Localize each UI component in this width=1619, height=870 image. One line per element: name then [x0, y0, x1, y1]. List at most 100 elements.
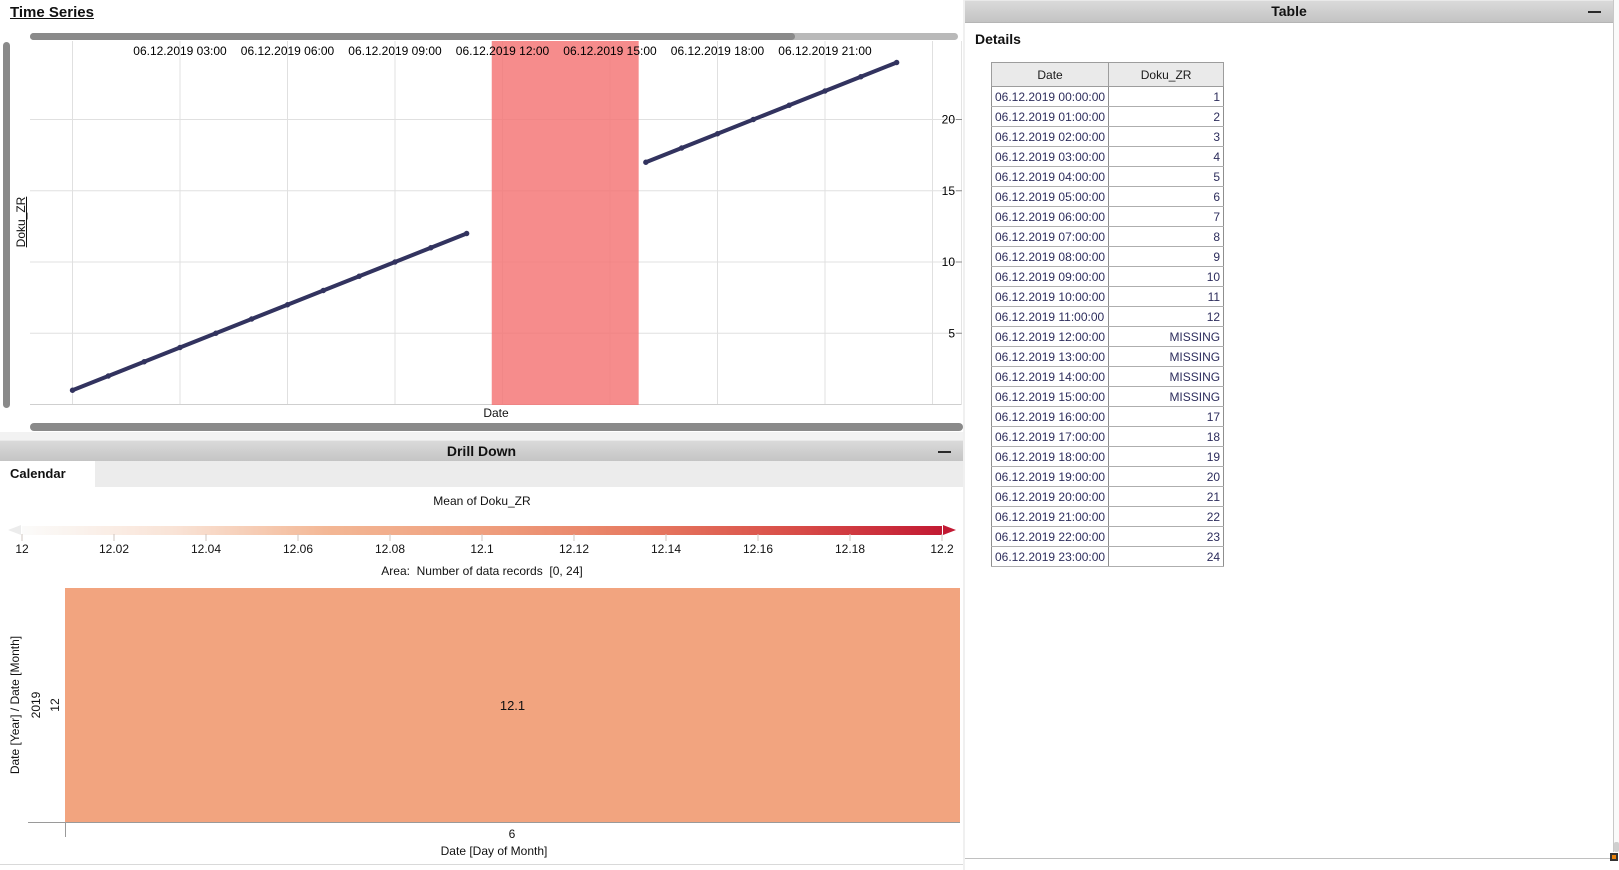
- table-row[interactable]: 06.12.2019 02:00:00 3: [990, 126, 1225, 147]
- window-scrollbar-track[interactable]: [1613, 0, 1619, 852]
- table-row[interactable]: 06.12.2019 01:00:00 2: [990, 106, 1225, 127]
- drill-down-panel: Drill Down Calendar Mean of Doku_ZR 12 12…: [0, 440, 963, 865]
- tab-calendar[interactable]: Calendar: [0, 461, 95, 487]
- table-row[interactable]: 06.12.2019 13:00:00 MISSING: [990, 346, 1225, 367]
- data-point: [248, 316, 255, 322]
- date-cell: 06.12.2019 23:00:00: [990, 546, 1110, 567]
- panel-divider[interactable]: [963, 0, 965, 870]
- table-row[interactable]: 06.12.2019 11:00:00 12: [990, 306, 1225, 327]
- table-row[interactable]: 06.12.2019 06:00:00 7: [990, 206, 1225, 227]
- data-point: [750, 116, 757, 123]
- legend-tick-label: 12.2: [930, 542, 954, 556]
- legend-gradient-bar[interactable]: [22, 526, 942, 535]
- column-header-date[interactable]: Date: [990, 62, 1110, 87]
- x-tick-label: 06.12.2019 09:00: [348, 44, 442, 58]
- legend-title: Mean of Doku_ZR: [433, 494, 531, 508]
- table-row[interactable]: 06.12.2019 20:00:00 21: [990, 486, 1225, 507]
- table-row[interactable]: 06.12.2019 18:00:00 19: [990, 446, 1225, 467]
- table-row[interactable]: 06.12.2019 07:00:00 8: [990, 226, 1225, 247]
- legend-right-arrow-icon[interactable]: [943, 525, 956, 535]
- data-point: [822, 88, 828, 94]
- table-row[interactable]: 06.12.2019 12:00:00 MISSING: [990, 326, 1225, 347]
- data-point: [893, 59, 900, 66]
- legend-left-arrow-icon[interactable]: [8, 525, 21, 535]
- panel-bottom-border: [0, 864, 963, 865]
- table-row[interactable]: 06.12.2019 03:00:00 4: [990, 146, 1225, 167]
- value-cell: MISSING: [1108, 366, 1225, 387]
- data-point: [69, 387, 76, 393]
- value-cell: 2: [1108, 106, 1225, 127]
- table-row[interactable]: 06.12.2019 19:00:00 20: [990, 466, 1225, 487]
- heatmap-cell[interactable]: 12.1: [65, 588, 960, 822]
- legend-tick-mark: [389, 534, 391, 541]
- drill-down-minimize-button[interactable]: [936, 441, 954, 462]
- drill-down-header[interactable]: Drill Down: [0, 440, 963, 463]
- column-header-doku-zr[interactable]: Doku_ZR: [1108, 62, 1225, 87]
- value-cell: 23: [1108, 526, 1225, 547]
- value-cell: 5: [1108, 166, 1225, 187]
- date-cell: 06.12.2019 12:00:00: [990, 326, 1110, 347]
- value-cell: 20: [1108, 466, 1225, 487]
- date-cell: 06.12.2019 13:00:00: [990, 346, 1110, 367]
- legend-tick-mark: [481, 534, 483, 541]
- table-row[interactable]: 06.12.2019 22:00:00 23: [990, 526, 1225, 547]
- table-panel-header[interactable]: Table: [965, 0, 1613, 23]
- tab-strip: Calendar: [0, 461, 963, 487]
- time-series-chart[interactable]: 06.12.2019 03:00 06.12.2019 06:00 06.12.20…: [0, 0, 963, 433]
- heatmap-x-axis-title: Date [Day of Month]: [440, 844, 548, 858]
- value-cell: 19: [1108, 446, 1225, 467]
- legend-tick-label: 12.1: [470, 542, 494, 556]
- table-row[interactable]: 06.12.2019 04:00:00 5: [990, 166, 1225, 187]
- date-cell: 06.12.2019 17:00:00: [990, 426, 1110, 447]
- data-point: [105, 373, 112, 379]
- legend-tick-mark: [297, 534, 299, 541]
- table-minimize-button[interactable]: [1586, 1, 1604, 22]
- data-point: [786, 102, 792, 108]
- value-cell: 11: [1108, 286, 1225, 307]
- table-row[interactable]: 06.12.2019 21:00:00 22: [990, 506, 1225, 527]
- time-axis-scrollbar-track[interactable]: [30, 33, 958, 40]
- y-tick-label: 15: [942, 184, 956, 198]
- value-cell: 8: [1108, 226, 1225, 247]
- heatmap-year-label: 2019: [29, 691, 43, 719]
- date-cell: 06.12.2019 07:00:00: [990, 226, 1110, 247]
- bottom-scrollbar[interactable]: [30, 423, 963, 431]
- time-series-line: [70, 231, 469, 393]
- heatmap-y-axis-title: Date [Year] / Date [Month]: [8, 635, 22, 775]
- legend-tick-mark: [205, 534, 207, 541]
- date-cell: 06.12.2019 22:00:00: [990, 526, 1110, 547]
- legend-tick-label: 12: [15, 542, 29, 556]
- x-tick-label: 06.12.2019 03:00: [133, 44, 227, 58]
- date-cell: 06.12.2019 02:00:00: [990, 126, 1110, 147]
- date-cell: 06.12.2019 11:00:00: [990, 306, 1110, 327]
- value-axis-scrollbar[interactable]: [3, 42, 10, 408]
- time-axis-scrollbar-thumb[interactable]: [30, 33, 795, 40]
- window-scrollbar-grip[interactable]: [1614, 842, 1619, 852]
- table-row[interactable]: 06.12.2019 00:00:00 1: [990, 86, 1225, 107]
- legend-tick-mark: [573, 534, 575, 541]
- details-table: Date Doku_ZR 06.12.2019 00:00:00 1 06.12.2…: [990, 62, 1225, 567]
- y-tick-label: 10: [942, 255, 956, 269]
- table-row[interactable]: 06.12.2019 08:00:00 9: [990, 246, 1225, 267]
- data-point: [320, 287, 327, 294]
- time-series-panel: Time Series 06.12.2019 03:00 06.12.2019 0…: [0, 0, 963, 440]
- data-point: [141, 359, 147, 365]
- value-cell: 6: [1108, 186, 1225, 207]
- table-row[interactable]: 06.12.2019 14:00:00 MISSING: [990, 366, 1225, 387]
- table-row[interactable]: 06.12.2019 15:00:00 MISSING: [990, 386, 1225, 407]
- value-cell: MISSING: [1108, 326, 1225, 347]
- date-cell: 06.12.2019 01:00:00: [990, 106, 1110, 127]
- table-row[interactable]: 06.12.2019 05:00:00 6: [990, 186, 1225, 207]
- table-row[interactable]: 06.12.2019 10:00:00 11: [990, 286, 1225, 307]
- table-row[interactable]: 06.12.2019 23:00:00 24: [990, 546, 1225, 567]
- value-cell: 21: [1108, 486, 1225, 507]
- table-row[interactable]: 06.12.2019 09:00:00 10: [990, 266, 1225, 287]
- table-row[interactable]: 06.12.2019 16:00:00 17: [990, 406, 1225, 427]
- table-row[interactable]: 06.12.2019 17:00:00 18: [990, 426, 1225, 447]
- value-cell: 3: [1108, 126, 1225, 147]
- legend-tick-mark: [941, 534, 943, 541]
- panel-gap: [0, 432, 963, 440]
- y-tick-label: 5: [948, 326, 955, 340]
- table-panel: Table Details Date Doku_ZR 06.12.2019 00…: [965, 0, 1613, 860]
